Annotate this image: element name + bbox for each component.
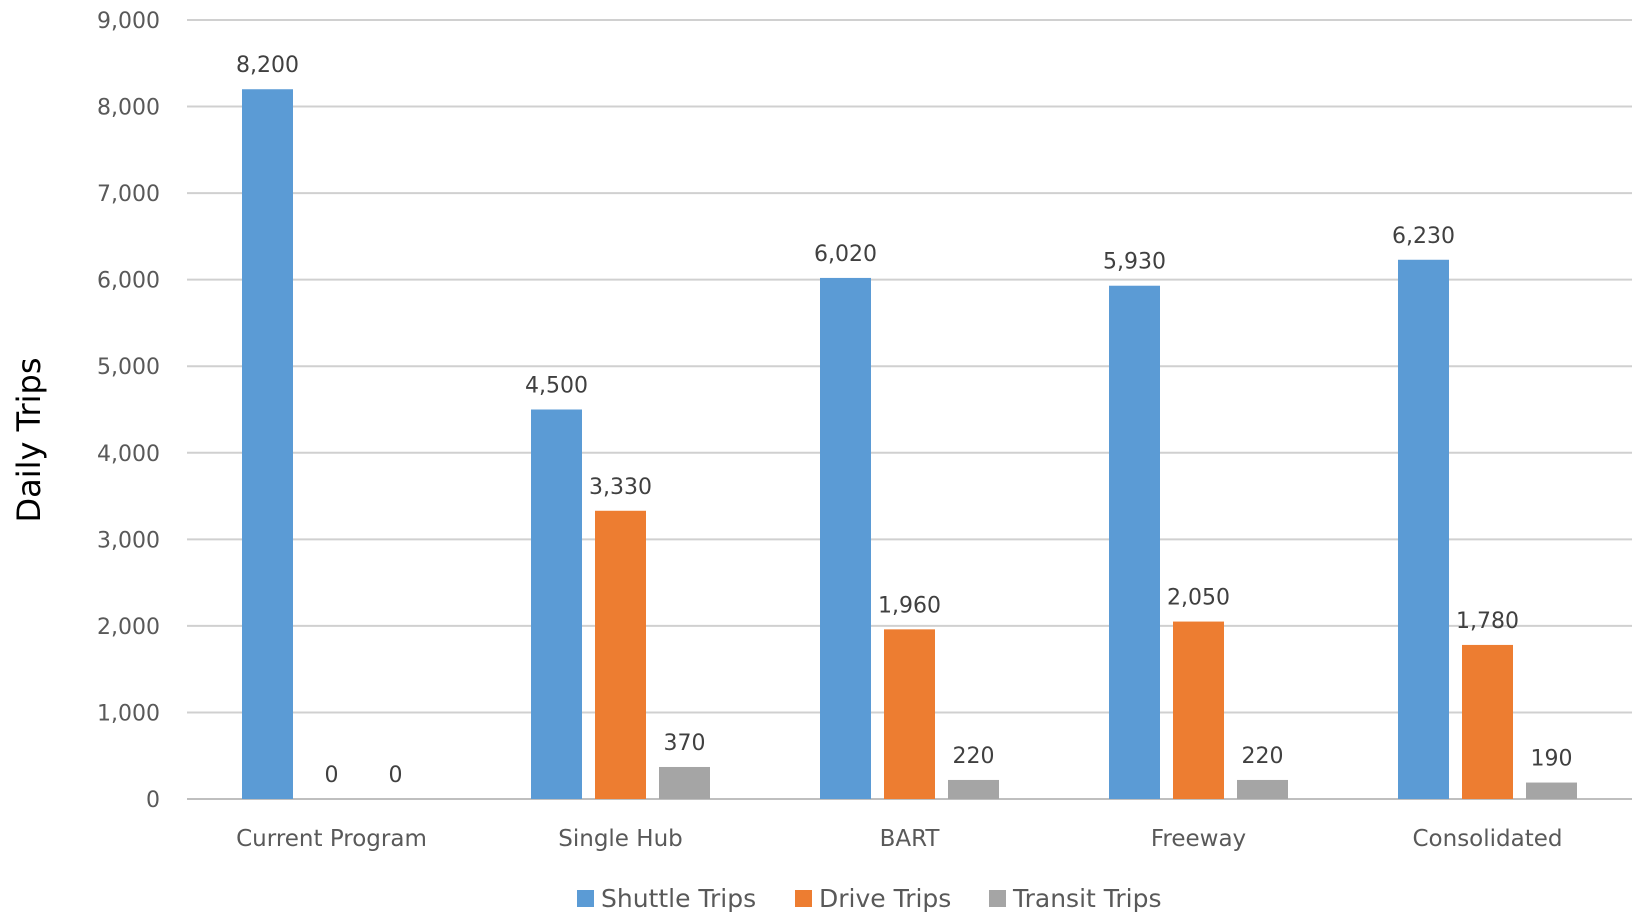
bar-shuttle-trips — [531, 409, 582, 799]
data-label: 2,050 — [1167, 586, 1230, 611]
legend-swatch — [577, 890, 594, 907]
x-category-label: Consolidated — [1412, 826, 1562, 852]
data-label: 6,020 — [814, 242, 877, 267]
bar-shuttle-trips — [242, 89, 293, 799]
y-tick-label: 6,000 — [97, 269, 160, 294]
legend-label: Transit Trips — [1012, 884, 1161, 913]
legend: Shuttle Trips Drive Trips Transit Trips — [577, 884, 1161, 913]
y-axis-ticks: 0 1,000 2,000 3,000 4,000 5,000 6,000 7,000 8,00… — [97, 9, 160, 813]
data-label: 6,230 — [1392, 224, 1455, 249]
y-tick-label: 9,000 — [97, 9, 160, 34]
data-label: 1,780 — [1456, 609, 1519, 634]
x-category-label: Freeway — [1151, 826, 1246, 852]
data-label: 220 — [953, 744, 995, 769]
legend-label: Shuttle Trips — [601, 884, 756, 913]
bar-shuttle-trips — [1109, 285, 1160, 799]
data-label: 370 — [664, 731, 706, 756]
x-category-label: Current Program — [236, 826, 427, 852]
gridlines — [187, 19, 1632, 800]
legend-swatch — [989, 890, 1006, 907]
bar-transit-trips — [948, 779, 999, 799]
data-label: 1,960 — [878, 593, 941, 618]
data-label: 0 — [325, 763, 339, 788]
data-label: 0 — [389, 763, 403, 788]
bars — [242, 89, 1577, 799]
data-label: 4,500 — [525, 374, 588, 399]
bar-drive-trips — [595, 510, 646, 799]
bar-drive-trips — [1173, 621, 1224, 799]
y-tick-label: 3,000 — [97, 528, 160, 553]
y-tick-label: 5,000 — [97, 355, 160, 380]
data-label: 5,930 — [1103, 250, 1166, 275]
x-category-label: BART — [880, 826, 941, 852]
y-tick-label: 0 — [146, 788, 160, 813]
bar-transit-trips — [1237, 779, 1288, 799]
bar-drive-trips — [1462, 644, 1513, 799]
bar-drive-trips — [884, 629, 935, 799]
data-label: 190 — [1531, 747, 1573, 772]
y-tick-label: 2,000 — [97, 615, 160, 640]
data-label: 3,330 — [589, 475, 652, 500]
data-label: 8,200 — [236, 53, 299, 78]
legend-label: Drive Trips — [819, 884, 951, 913]
legend-swatch — [795, 890, 812, 907]
y-tick-label: 7,000 — [97, 182, 160, 207]
y-tick-label: 4,000 — [97, 442, 160, 467]
data-label: 220 — [1242, 744, 1284, 769]
data-labels: 8,200 0 0 4,500 3,330 370 6,020 1,960 220 5,930 2,… — [236, 53, 1572, 788]
bar-transit-trips — [1526, 782, 1577, 799]
y-tick-label: 1,000 — [97, 701, 160, 726]
y-axis-title: Daily Trips — [10, 357, 48, 522]
y-tick-label: 8,000 — [97, 96, 160, 121]
bar-shuttle-trips — [820, 277, 871, 799]
bar-shuttle-trips — [1398, 259, 1449, 799]
x-category-label: Single Hub — [558, 826, 683, 852]
bar-transit-trips — [659, 766, 710, 799]
x-axis-categories: Current Program Single Hub BART Freeway Cons… — [236, 826, 1562, 852]
